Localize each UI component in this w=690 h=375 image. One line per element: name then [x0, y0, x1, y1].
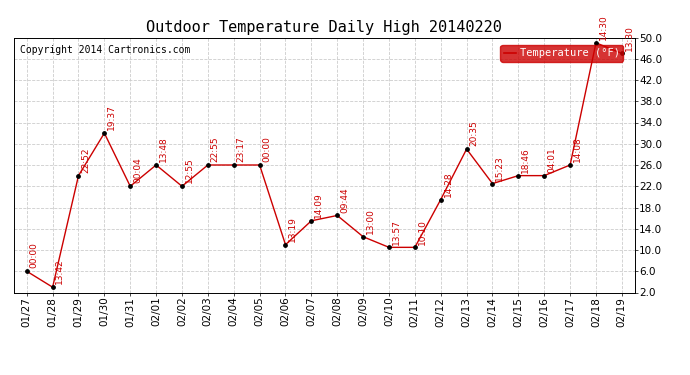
Point [254, 162, 265, 168]
Point [202, 162, 213, 168]
Text: 18:46: 18:46 [521, 147, 530, 173]
Text: 13:19: 13:19 [288, 216, 297, 242]
Point [616, 51, 627, 57]
Point [591, 40, 602, 46]
Text: 13:00: 13:00 [366, 208, 375, 234]
Text: 00:00: 00:00 [30, 243, 39, 268]
Text: 04:01: 04:01 [547, 147, 556, 173]
Text: 00:00: 00:00 [262, 136, 271, 162]
Text: 09:44: 09:44 [340, 187, 349, 213]
Point [461, 146, 472, 152]
Text: Copyright 2014 Cartronics.com: Copyright 2014 Cartronics.com [20, 45, 190, 55]
Point [564, 162, 575, 168]
Text: 10:10: 10:10 [417, 219, 426, 245]
Point [306, 218, 317, 224]
Text: 13:57: 13:57 [392, 219, 401, 245]
Text: 14:28: 14:28 [444, 171, 453, 197]
Point [384, 244, 395, 250]
Text: 13:30: 13:30 [624, 25, 633, 51]
Point [228, 162, 239, 168]
Point [280, 242, 291, 248]
Point [125, 183, 136, 189]
Text: 14:30: 14:30 [599, 14, 608, 40]
Point [332, 213, 343, 219]
Legend: Temperature (°F): Temperature (°F) [500, 45, 623, 62]
Point [47, 284, 58, 290]
Text: 13:48: 13:48 [159, 136, 168, 162]
Point [409, 244, 420, 250]
Text: 19:37: 19:37 [107, 105, 116, 130]
Text: 23:17: 23:17 [237, 136, 246, 162]
Text: 14:09: 14:09 [314, 192, 323, 218]
Text: 12:55: 12:55 [185, 158, 194, 183]
Point [435, 196, 446, 202]
Point [73, 172, 84, 178]
Text: 20:35: 20:35 [469, 120, 478, 146]
Point [177, 183, 188, 189]
Point [539, 172, 550, 178]
Text: 14:08: 14:08 [573, 136, 582, 162]
Point [487, 181, 498, 187]
Text: 22:55: 22:55 [210, 136, 219, 162]
Point [21, 268, 32, 274]
Point [99, 130, 110, 136]
Title: Outdoor Temperature Daily High 20140220: Outdoor Temperature Daily High 20140220 [146, 20, 502, 35]
Text: 00:04: 00:04 [133, 158, 142, 183]
Point [513, 172, 524, 178]
Text: 22:52: 22:52 [81, 147, 90, 173]
Text: 15:23: 15:23 [495, 155, 504, 181]
Point [150, 162, 161, 168]
Point [357, 234, 368, 240]
Text: 13:42: 13:42 [55, 259, 64, 284]
